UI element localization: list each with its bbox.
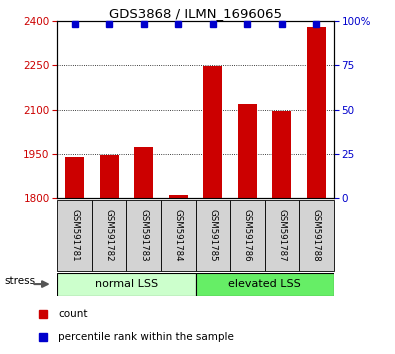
Bar [126, 200, 161, 271]
Text: stress: stress [5, 276, 36, 286]
Bar [57, 273, 196, 296]
Bar [230, 200, 265, 271]
Bar [307, 27, 326, 198]
Text: GSM591787: GSM591787 [277, 209, 286, 262]
Text: GSM591784: GSM591784 [174, 209, 183, 262]
Bar [161, 200, 196, 271]
Bar [196, 200, 230, 271]
Text: elevated LSS: elevated LSS [228, 279, 301, 289]
Text: GSM591782: GSM591782 [105, 209, 114, 262]
Bar [265, 200, 299, 271]
Text: GSM591781: GSM591781 [70, 209, 79, 262]
Text: GSM591783: GSM591783 [139, 209, 148, 262]
Text: GSM591786: GSM591786 [243, 209, 252, 262]
Bar [57, 200, 92, 271]
Text: GSM591785: GSM591785 [208, 209, 217, 262]
Text: GSM591788: GSM591788 [312, 209, 321, 262]
Title: GDS3868 / ILMN_1696065: GDS3868 / ILMN_1696065 [109, 7, 282, 20]
Bar [196, 273, 334, 296]
Bar [169, 195, 188, 198]
Text: normal LSS: normal LSS [95, 279, 158, 289]
Bar [100, 155, 118, 198]
Bar [134, 147, 153, 198]
Bar [273, 111, 292, 198]
Bar [65, 157, 84, 198]
Bar [238, 104, 257, 198]
Text: count: count [58, 309, 88, 319]
Bar [92, 200, 126, 271]
Bar [299, 200, 334, 271]
Text: percentile rank within the sample: percentile rank within the sample [58, 332, 234, 342]
Bar [203, 66, 222, 198]
